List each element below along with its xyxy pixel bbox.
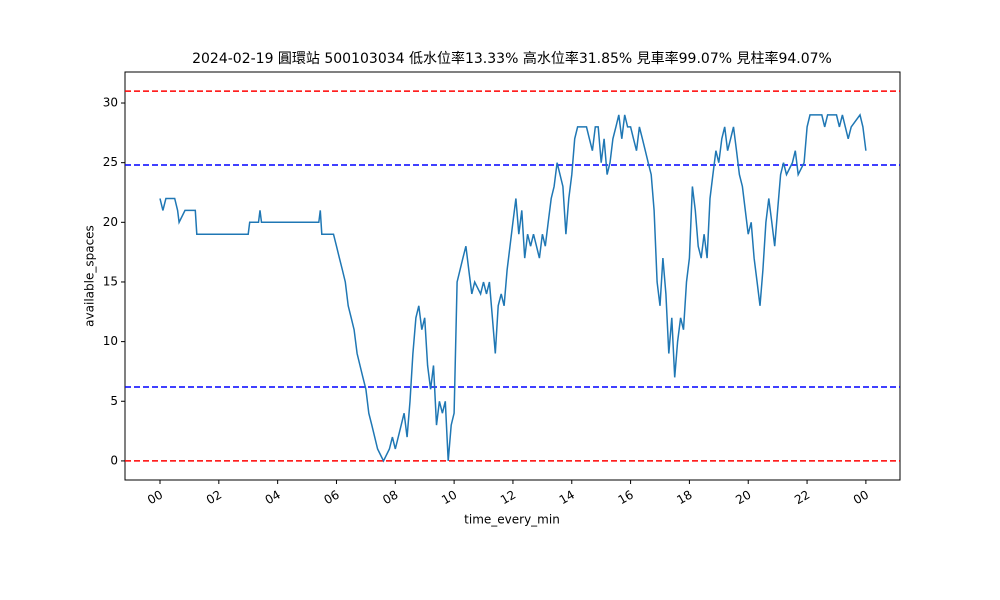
data-line	[159, 113, 867, 463]
x-tick-label: 00	[145, 488, 165, 508]
y-tick-label: 0	[110, 453, 118, 467]
y-axis-label: available_spaces	[83, 225, 97, 327]
x-tick-label: 20	[733, 488, 753, 508]
x-tick-label: 14	[557, 488, 577, 508]
x-tick-label: 10	[439, 488, 459, 508]
x-tick-label: 12	[498, 488, 518, 508]
x-tick-label: 02	[204, 488, 224, 508]
y-tick-label: 15	[103, 274, 118, 288]
y-tick-label: 10	[103, 334, 118, 348]
y-tick-label: 5	[110, 394, 118, 408]
plot-area	[124, 71, 901, 481]
x-tick-label: 16	[616, 488, 636, 508]
x-axis-label: time_every_min	[464, 513, 560, 527]
x-tick-label: 18	[674, 488, 694, 508]
y-tick-label: 25	[103, 155, 118, 169]
x-tick-label: 06	[321, 488, 341, 508]
x-tick-label: 04	[263, 488, 283, 508]
x-tick-label: 00	[851, 488, 871, 508]
y-tick-label: 30	[103, 96, 118, 110]
y-tick-label: 20	[103, 215, 118, 229]
x-tick-label: 22	[792, 488, 812, 508]
chart-title: 2024-02-19 圓環站 500103034 低水位率13.33% 高水位率…	[192, 50, 832, 67]
x-tick-label: 08	[380, 488, 400, 508]
